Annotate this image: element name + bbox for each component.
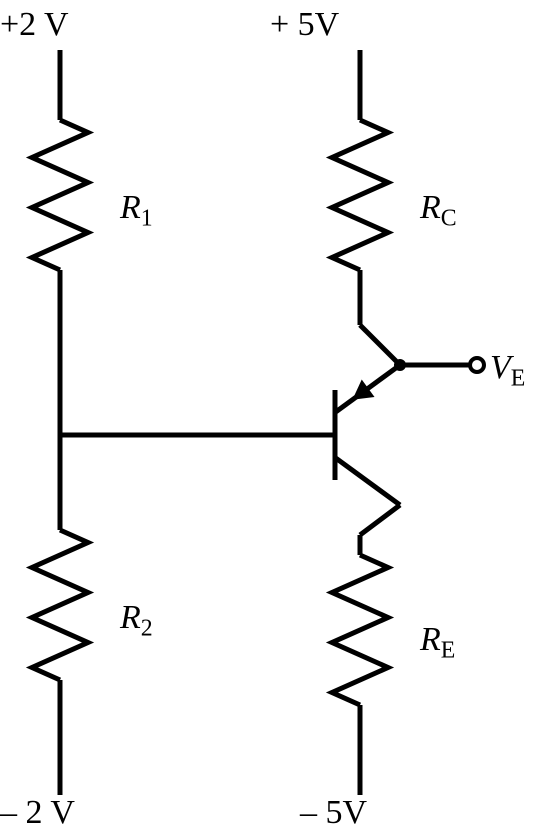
label-r2: R2 bbox=[119, 599, 153, 641]
resistor-r1 bbox=[32, 120, 88, 270]
label-rc: RC bbox=[419, 189, 457, 231]
label-bot-right: – 5V bbox=[299, 794, 368, 831]
emitter-arrow-icon bbox=[353, 381, 373, 400]
label-re: RE bbox=[419, 621, 455, 663]
transistor-collector bbox=[335, 458, 400, 506]
label-r1: R1 bbox=[119, 189, 153, 231]
resistor-r2 bbox=[32, 530, 88, 680]
terminal-ve-icon bbox=[470, 358, 484, 372]
label-top-right: + 5V bbox=[270, 6, 340, 43]
label-bot-left: – 2 V bbox=[0, 794, 75, 831]
circuit-diagram: +2 V + 5V – 2 V – 5V R1 R2 RC RE VE bbox=[0, 0, 535, 831]
resistor-re bbox=[332, 555, 388, 705]
label-ve: VE bbox=[490, 349, 525, 391]
wire-to-emitter-node bbox=[360, 325, 400, 365]
wire-collector-down1 bbox=[360, 505, 400, 535]
resistor-rc bbox=[332, 120, 388, 270]
label-top-left: +2 V bbox=[0, 6, 69, 43]
